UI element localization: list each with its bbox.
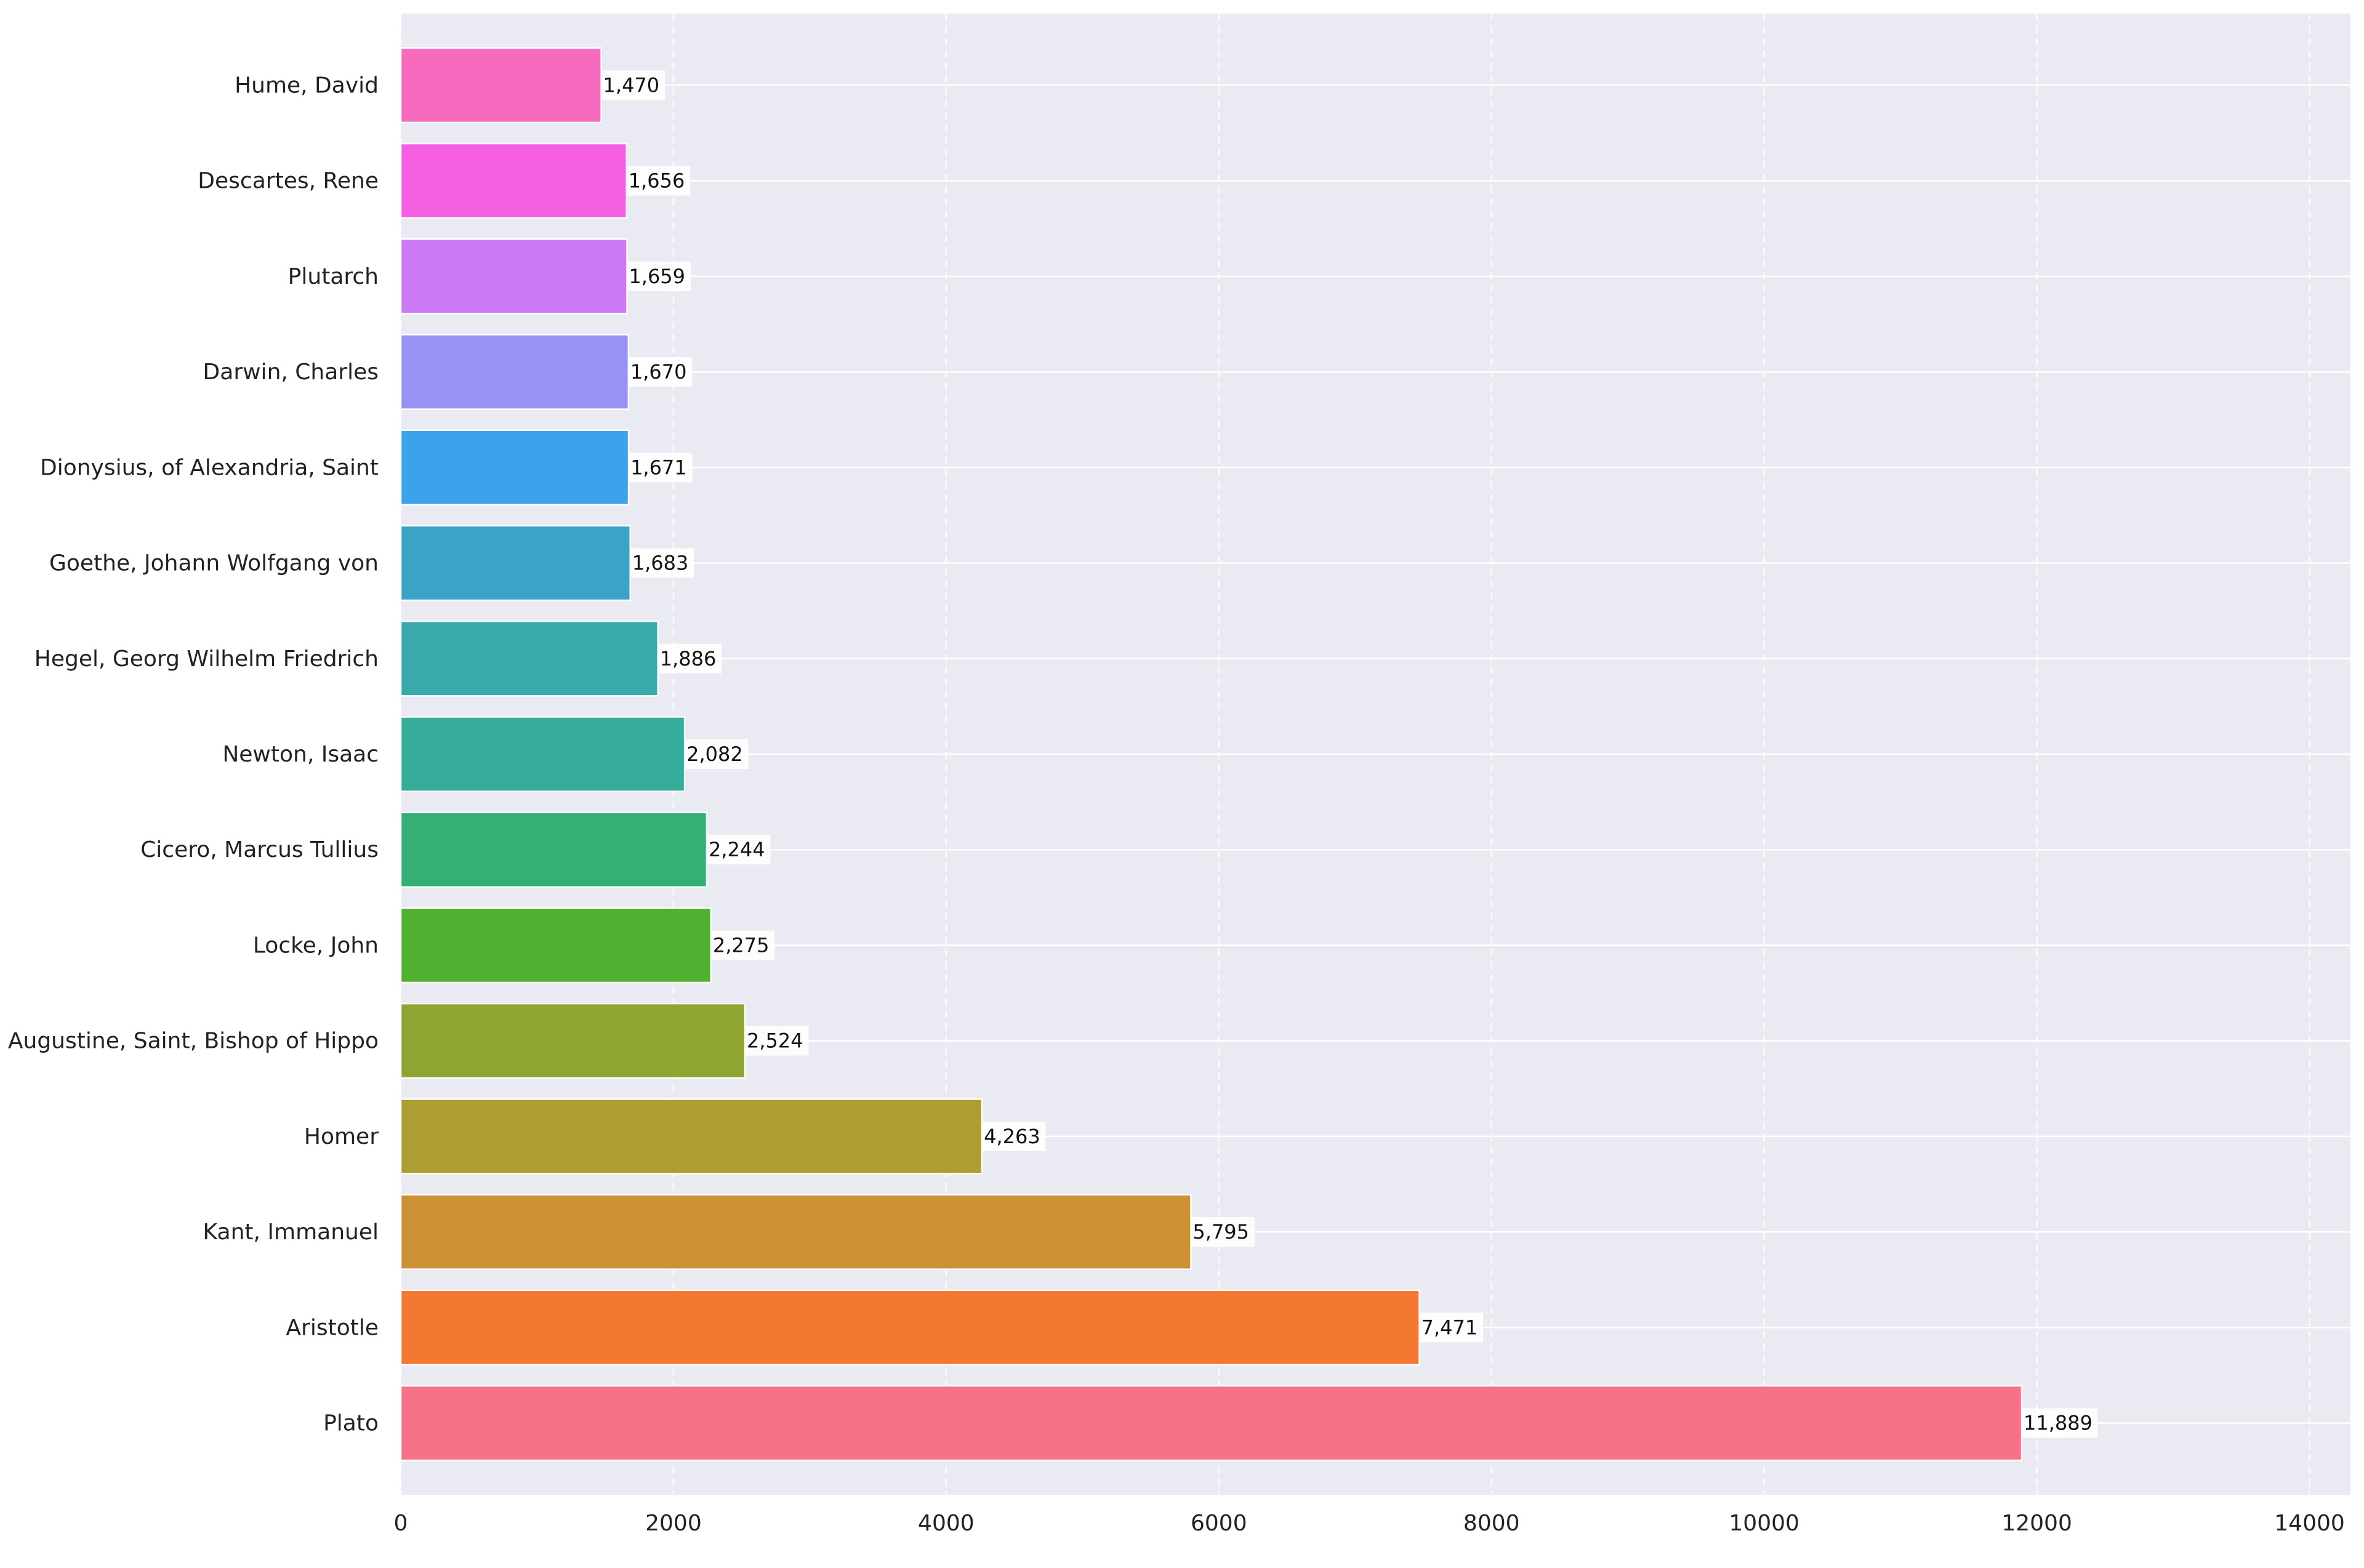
category-label: Hegel, Georg Wilhelm Friedrich bbox=[34, 646, 379, 672]
bar bbox=[400, 1385, 2023, 1461]
category-label: Descartes, Rene bbox=[198, 169, 379, 194]
bar bbox=[400, 1002, 746, 1079]
data-label: 1,886 bbox=[660, 647, 717, 670]
data-label-background bbox=[1191, 1217, 1255, 1247]
category-label: Plato bbox=[323, 1411, 379, 1436]
category-label: Dionysius, of Alexandria, Saint bbox=[40, 455, 379, 480]
category-label: Augustine, Saint, Bishop of Hippo bbox=[8, 1029, 379, 1054]
data-label: 1,671 bbox=[630, 456, 687, 479]
data-label: 2,524 bbox=[747, 1029, 803, 1053]
bar bbox=[400, 47, 602, 124]
data-label-background bbox=[629, 452, 693, 483]
bar bbox=[400, 907, 712, 984]
bar bbox=[400, 1194, 1192, 1270]
data-label-background bbox=[685, 739, 749, 769]
category-label: Goethe, Johann Wolfgang von bbox=[49, 551, 379, 576]
data-label-background bbox=[706, 835, 771, 865]
data-label: 1,470 bbox=[603, 73, 660, 97]
x-tick-label: 2000 bbox=[645, 1511, 702, 1536]
data-label-background bbox=[744, 1026, 809, 1056]
category-label: Darwin, Charles bbox=[203, 360, 379, 385]
x-tick-label: 12000 bbox=[2001, 1511, 2072, 1536]
data-label: 1,683 bbox=[632, 552, 689, 575]
bar bbox=[400, 525, 631, 601]
bar bbox=[400, 716, 686, 792]
data-label: 2,275 bbox=[713, 933, 770, 957]
category-label: Plutarch bbox=[288, 264, 379, 289]
bar bbox=[400, 429, 630, 506]
x-tick-label: 0 bbox=[394, 1511, 408, 1536]
data-label: 1,656 bbox=[629, 169, 685, 193]
bar bbox=[400, 334, 630, 410]
data-label-background bbox=[628, 357, 693, 387]
data-label-background bbox=[627, 261, 691, 291]
bar bbox=[400, 1289, 1420, 1366]
category-label: Cicero, Marcus Tullius bbox=[140, 837, 379, 862]
category-label: Kant, Immanuel bbox=[203, 1220, 379, 1245]
data-label: 5,795 bbox=[1192, 1220, 1249, 1244]
data-label: 2,082 bbox=[686, 742, 743, 766]
data-label-background bbox=[630, 548, 694, 578]
bar bbox=[400, 142, 628, 219]
x-tick-label: 4000 bbox=[918, 1511, 975, 1536]
data-label-background bbox=[982, 1121, 1046, 1151]
category-label: Hume, David bbox=[235, 73, 379, 98]
data-label-background bbox=[1419, 1313, 1484, 1343]
x-tick-label: 6000 bbox=[1191, 1511, 1247, 1536]
x-tick-label: 8000 bbox=[1463, 1511, 1520, 1536]
category-label: Aristotle bbox=[286, 1315, 379, 1340]
data-label: 2,244 bbox=[709, 838, 765, 861]
category-label: Newton, Isaac bbox=[222, 742, 379, 767]
data-label: 7,471 bbox=[1421, 1316, 1478, 1339]
data-label: 4,263 bbox=[984, 1125, 1040, 1148]
category-label: Locke, John bbox=[253, 933, 379, 958]
data-label-background bbox=[2022, 1408, 2098, 1438]
bar bbox=[400, 811, 708, 888]
data-label: 11,889 bbox=[2024, 1412, 2093, 1435]
x-tick-label: 10000 bbox=[1729, 1511, 1799, 1536]
category-label: Homer bbox=[304, 1124, 379, 1149]
data-label-background bbox=[657, 643, 722, 673]
bar bbox=[400, 238, 628, 315]
x-tick-label: 14000 bbox=[2274, 1511, 2345, 1536]
data-label-background bbox=[601, 70, 665, 100]
bar bbox=[400, 1098, 983, 1175]
bar bbox=[400, 620, 659, 697]
data-label-background bbox=[626, 166, 691, 196]
data-label-background bbox=[710, 930, 775, 960]
data-label: 1,659 bbox=[629, 265, 685, 288]
data-label: 1,670 bbox=[630, 360, 687, 384]
